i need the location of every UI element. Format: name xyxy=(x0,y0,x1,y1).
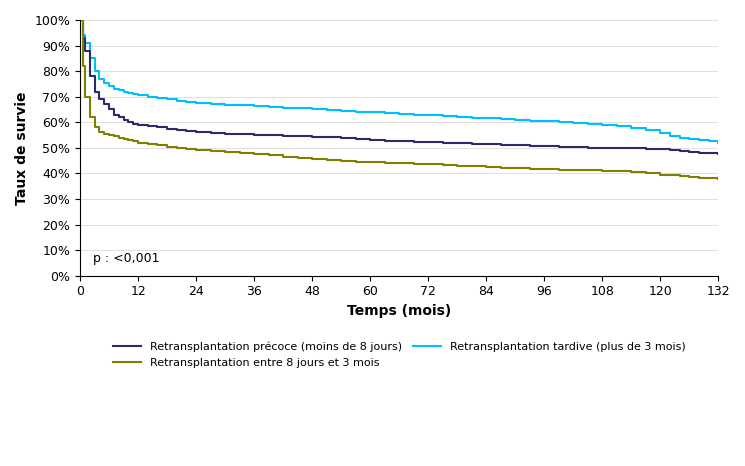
Retransplantation entre 8 jours et 3 mois xyxy=(694,175,703,180)
Retransplantation entre 8 jours et 3 mois xyxy=(612,169,621,174)
Retransplantation entre 8 jours et 3 mois xyxy=(467,164,476,169)
Retransplantation tardive (plus de 3 mois) xyxy=(612,123,621,129)
Retransplantation précoce (moins de 8 jours) xyxy=(714,151,723,157)
Retransplantation précoce (moins de 8 jours) xyxy=(694,150,703,156)
Retransplantation précoce (moins de 8 jours) xyxy=(133,122,142,128)
Legend: Retransplantation précoce (moins de 8 jours), Retransplantation entre 8 jours et: Retransplantation précoce (moins de 8 jo… xyxy=(109,337,690,372)
Retransplantation précoce (moins de 8 jours) xyxy=(76,17,85,23)
Retransplantation tardive (plus de 3 mois) xyxy=(467,115,476,120)
Retransplantation entre 8 jours et 3 mois xyxy=(714,177,723,182)
Line: Retransplantation précoce (moins de 8 jours): Retransplantation précoce (moins de 8 jo… xyxy=(80,20,718,154)
Retransplantation entre 8 jours et 3 mois xyxy=(76,17,85,23)
Retransplantation entre 8 jours et 3 mois xyxy=(133,140,142,145)
X-axis label: Temps (mois): Temps (mois) xyxy=(347,304,451,318)
Retransplantation entre 8 jours et 3 mois xyxy=(525,166,534,171)
Retransplantation tardive (plus de 3 mois) xyxy=(714,140,723,145)
Retransplantation précoce (moins de 8 jours) xyxy=(525,143,534,149)
Retransplantation tardive (plus de 3 mois) xyxy=(133,93,142,98)
Retransplantation tardive (plus de 3 mois) xyxy=(525,118,534,123)
Line: Retransplantation entre 8 jours et 3 mois: Retransplantation entre 8 jours et 3 moi… xyxy=(80,20,718,179)
Retransplantation précoce (moins de 8 jours) xyxy=(612,145,621,151)
Text: p : <0,001: p : <0,001 xyxy=(93,253,159,266)
Retransplantation entre 8 jours et 3 mois xyxy=(143,141,152,147)
Retransplantation tardive (plus de 3 mois) xyxy=(143,94,152,99)
Retransplantation tardive (plus de 3 mois) xyxy=(76,17,85,23)
Retransplantation précoce (moins de 8 jours) xyxy=(143,123,152,129)
Y-axis label: Taux de survie: Taux de survie xyxy=(15,91,29,205)
Retransplantation tardive (plus de 3 mois) xyxy=(694,137,703,143)
Line: Retransplantation tardive (plus de 3 mois): Retransplantation tardive (plus de 3 moi… xyxy=(80,20,718,143)
Retransplantation précoce (moins de 8 jours) xyxy=(467,141,476,146)
